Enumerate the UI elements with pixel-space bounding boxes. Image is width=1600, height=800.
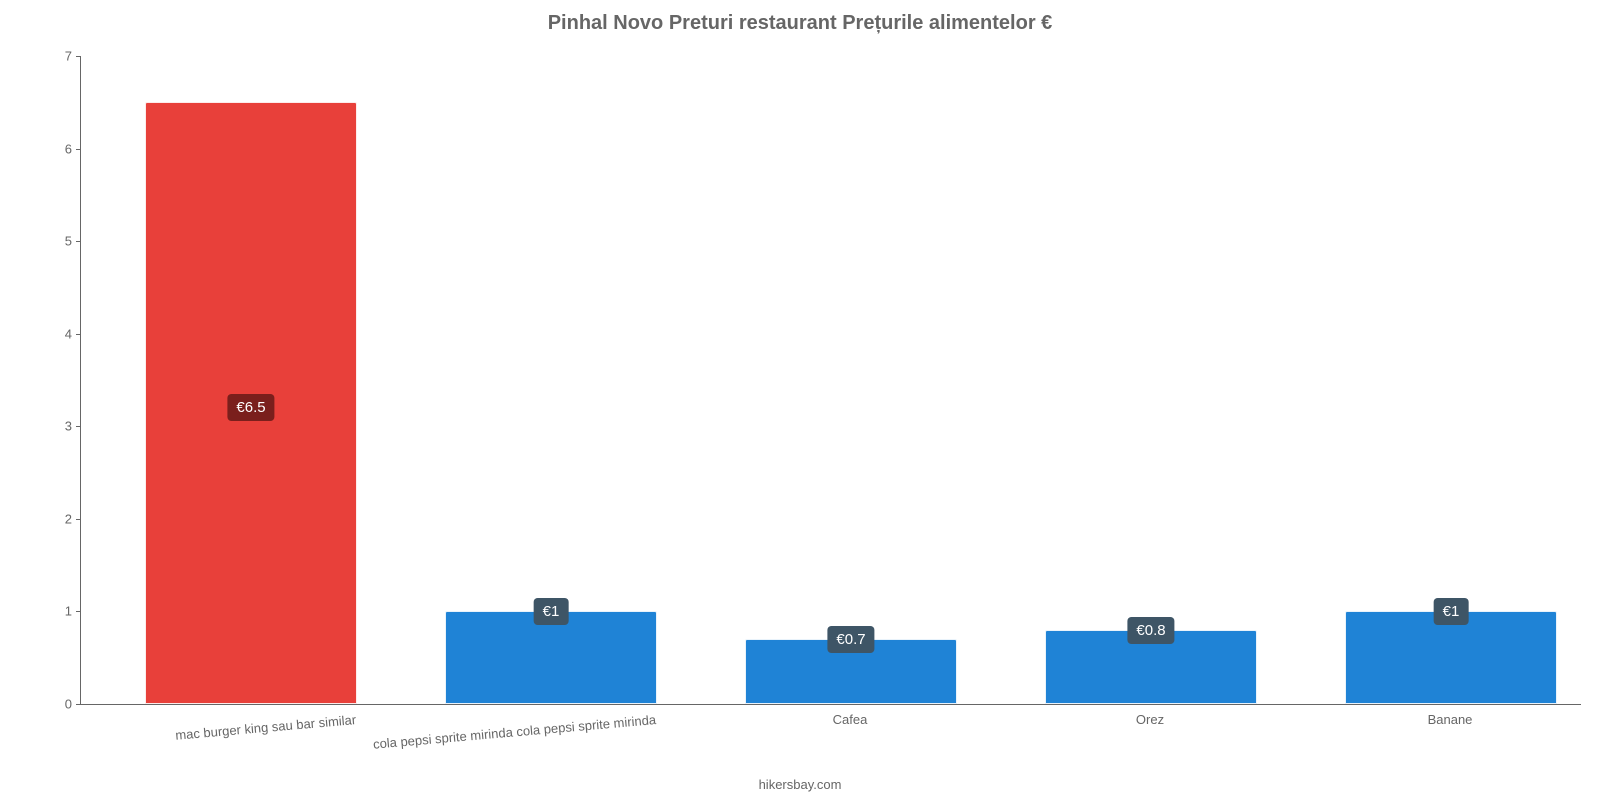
- y-tick-label: 0: [32, 697, 72, 712]
- y-tick-label: 3: [32, 419, 72, 434]
- y-tick-mark: [76, 149, 80, 150]
- value-badge: €0.7: [827, 626, 874, 653]
- y-tick-label: 4: [32, 326, 72, 341]
- value-badge: €0.8: [1127, 617, 1174, 644]
- chart-title: Pinhal Novo Preturi restaurant Prețurile…: [0, 12, 1600, 35]
- bar-group: €6.5: [145, 56, 356, 704]
- x-tick-label: Banane: [1428, 712, 1473, 727]
- chart-footer: hikersbay.com: [0, 777, 1600, 792]
- value-badge: €1: [534, 598, 569, 625]
- y-tick-mark: [76, 611, 80, 612]
- y-tick-label: 1: [32, 604, 72, 619]
- y-tick-mark: [76, 56, 80, 57]
- price-bar-chart: Pinhal Novo Preturi restaurant Prețurile…: [0, 0, 1600, 800]
- bar-group: €0.7: [745, 56, 956, 704]
- value-badge: €6.5: [227, 394, 274, 421]
- y-tick-mark: [76, 704, 80, 705]
- y-tick-mark: [76, 241, 80, 242]
- bar-group: €1: [445, 56, 656, 704]
- y-tick-label: 6: [32, 141, 72, 156]
- x-tick-label: Orez: [1136, 712, 1164, 727]
- plot-area: €6.5 €1 €0.7 €0.8 €1: [80, 56, 1581, 705]
- bar-group: €0.8: [1045, 56, 1256, 704]
- value-badge: €1: [1434, 598, 1469, 625]
- x-tick-label: Cafea: [833, 712, 868, 727]
- bar-group: €1: [1345, 56, 1556, 704]
- y-tick-mark: [76, 426, 80, 427]
- x-tick-label: cola pepsi sprite mirinda cola pepsi spr…: [372, 712, 656, 752]
- y-tick-label: 2: [32, 511, 72, 526]
- y-tick-mark: [76, 334, 80, 335]
- y-tick-label: 5: [32, 234, 72, 249]
- y-tick-label: 7: [32, 49, 72, 64]
- y-tick-mark: [76, 519, 80, 520]
- x-tick-label: mac burger king sau bar similar: [174, 712, 356, 743]
